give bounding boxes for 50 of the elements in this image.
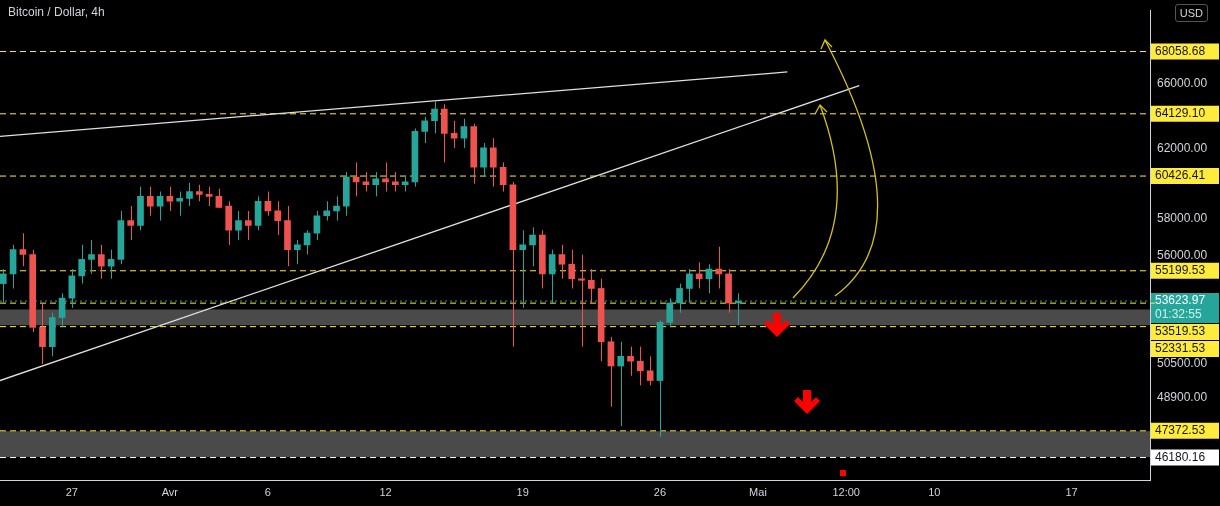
ref-line-label: 52331.53 — [1155, 341, 1206, 356]
chart-title: Bitcoin / Dollar, 4h — [8, 5, 105, 19]
ref-line-label: 64129.10 — [1155, 106, 1206, 121]
candlestick — [284, 205, 291, 267]
candlestick — [421, 116, 429, 144]
y-tick-label: 56000.00 — [1157, 248, 1208, 263]
x-tick-label: 17 — [1065, 485, 1078, 498]
candlestick — [39, 302, 46, 365]
candlestick — [440, 103, 448, 163]
candlestick — [176, 191, 184, 217]
ref-line-label: 55199.53 — [1155, 263, 1206, 278]
candlestick — [627, 346, 634, 377]
x-tick-label: 26 — [653, 485, 667, 498]
candlestick — [195, 184, 203, 202]
ref-line-label: 47372.53 — [1155, 423, 1206, 438]
text: USD — [1174, 4, 1208, 22]
ref-line-label: 46180.16 — [1155, 449, 1206, 464]
y-tick-label: 58000.00 — [1157, 211, 1208, 226]
candlestick — [137, 186, 144, 231]
ref-line-label: 53519.53 — [1155, 324, 1206, 339]
x-tick-label: Avr — [161, 485, 179, 498]
candlestick — [588, 268, 595, 304]
x-tick-label: 6 — [264, 485, 271, 498]
x-tick-label: Mai — [749, 485, 767, 498]
y-tick-label: 50500.00 — [1157, 356, 1208, 371]
candlestick — [48, 312, 56, 357]
candlestick — [186, 182, 193, 207]
x-tick-label: 19 — [516, 485, 529, 498]
candlestick — [470, 123, 478, 185]
candlestick — [29, 249, 36, 333]
candlestick — [88, 239, 95, 275]
y-tick-label: 66000.00 — [1157, 76, 1208, 91]
x-tick-label: 12 — [379, 485, 392, 498]
text: 01:32:55 — [1155, 307, 1203, 322]
candlestick — [489, 137, 497, 188]
x-tick-label: 27 — [65, 485, 78, 498]
ref-line-label: 53623.97 — [1155, 293, 1206, 308]
y-tick-label: 48900.00 — [1157, 389, 1208, 404]
candlestick — [235, 210, 242, 241]
candlestick — [480, 142, 487, 178]
candlestick — [391, 171, 399, 193]
ref-line-label: 68058.68 — [1155, 43, 1206, 58]
candlestick — [127, 205, 135, 241]
candlestick — [578, 254, 585, 348]
x-tick-label: 10 — [928, 485, 941, 498]
x-tick-label: 12:00 — [832, 485, 860, 498]
y-tick-label: 62000.00 — [1157, 141, 1208, 156]
ref-line-label: 60426.41 — [1155, 168, 1206, 183]
candlestick — [225, 200, 233, 246]
candlestick — [244, 210, 252, 241]
